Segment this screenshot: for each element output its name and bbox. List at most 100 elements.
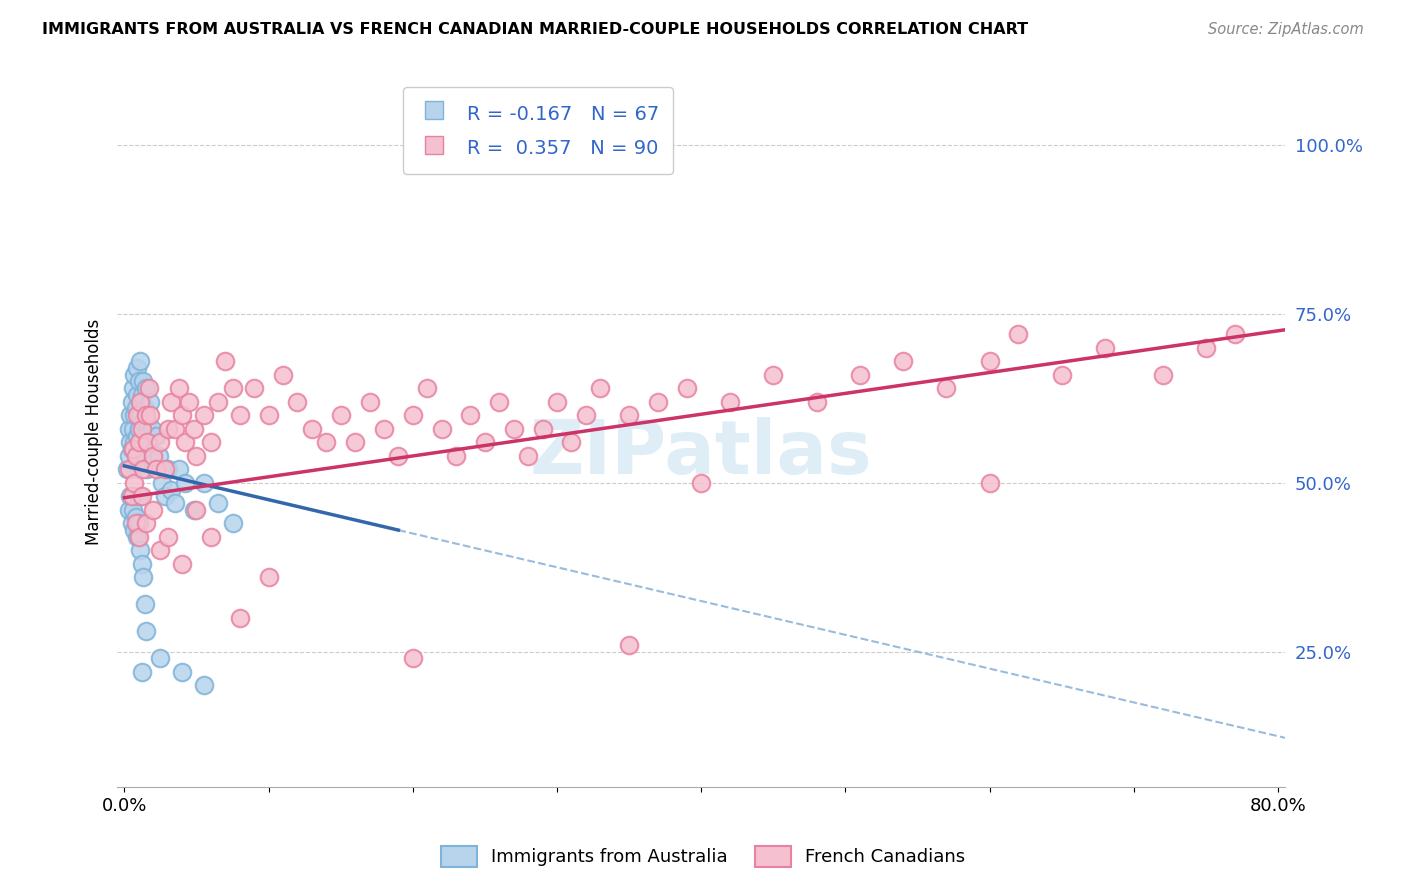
Point (186, 449, 208, 463)
Point (134, 401, 156, 416)
Point (221, 381, 243, 395)
Point (935, 381, 957, 395)
Point (444, 449, 467, 463)
Point (125, 516, 148, 531)
Point (138, 435, 160, 450)
Point (329, 409, 352, 423)
Point (128, 530, 150, 544)
Point (183, 503, 205, 517)
Point (170, 409, 193, 423)
Point (617, 638, 640, 652)
Point (647, 394, 669, 409)
Point (186, 503, 208, 517)
Point (128, 435, 150, 450)
Point (128, 516, 150, 531)
Point (121, 489, 143, 503)
Point (132, 570, 155, 584)
Point (135, 624, 157, 639)
Point (136, 415, 159, 429)
Point (125, 449, 148, 463)
Point (287, 394, 309, 409)
Point (617, 409, 640, 423)
Point (135, 516, 157, 531)
Point (546, 394, 568, 409)
Point (207, 496, 229, 510)
Point (1195, 341, 1218, 355)
Point (145, 428, 167, 442)
Point (136, 435, 159, 450)
Point (229, 409, 252, 423)
Point (373, 422, 395, 436)
Text: ZIPatlas: ZIPatlas (530, 417, 873, 490)
Point (139, 394, 162, 409)
Point (359, 394, 381, 409)
Y-axis label: Married-couple Households: Married-couple Households (86, 319, 103, 545)
Point (129, 409, 152, 423)
Point (159, 483, 181, 497)
Point (124, 523, 146, 537)
Point (200, 530, 222, 544)
Point (560, 435, 582, 450)
Point (131, 422, 153, 436)
Point (124, 409, 146, 423)
Point (122, 422, 145, 436)
Point (156, 530, 179, 544)
Point (131, 489, 153, 503)
Point (806, 394, 828, 409)
Point (135, 381, 157, 395)
Point (589, 381, 612, 395)
Point (127, 388, 149, 402)
Point (156, 462, 179, 476)
Point (271, 368, 294, 382)
Point (718, 394, 741, 409)
Point (163, 422, 186, 436)
Point (117, 462, 139, 476)
Point (193, 475, 215, 490)
Point (141, 422, 163, 436)
Point (153, 489, 176, 503)
Legend: Immigrants from Australia, French Canadians: Immigrants from Australia, French Canadi… (433, 838, 973, 874)
Point (131, 665, 153, 679)
Point (502, 422, 524, 436)
Point (131, 557, 153, 571)
Point (128, 462, 150, 476)
Point (163, 496, 186, 510)
Point (170, 665, 193, 679)
Point (122, 381, 145, 395)
Point (118, 422, 141, 436)
Point (517, 449, 540, 463)
Point (125, 401, 148, 416)
Point (131, 442, 153, 456)
Point (120, 489, 142, 503)
Point (149, 651, 172, 665)
Legend: R = -0.167   N = 67, R =  0.357   N = 90: R = -0.167 N = 67, R = 0.357 N = 90 (402, 87, 672, 174)
Point (148, 449, 170, 463)
Point (120, 409, 142, 423)
Point (344, 435, 367, 450)
Point (690, 475, 713, 490)
Point (132, 415, 155, 429)
Point (153, 462, 176, 476)
Point (315, 435, 337, 450)
Point (179, 394, 201, 409)
Point (142, 449, 165, 463)
Point (891, 354, 914, 368)
Point (134, 449, 156, 463)
Point (132, 462, 155, 476)
Point (1152, 368, 1174, 382)
Point (221, 516, 243, 531)
Point (129, 543, 152, 558)
Point (127, 530, 149, 544)
Point (387, 449, 409, 463)
Point (118, 462, 141, 476)
Point (149, 543, 172, 558)
Point (132, 375, 155, 389)
Point (150, 475, 173, 490)
Point (134, 598, 156, 612)
Point (159, 394, 181, 409)
Point (124, 368, 146, 382)
Point (167, 381, 190, 395)
Point (257, 409, 280, 423)
Text: Source: ZipAtlas.com: Source: ZipAtlas.com (1208, 22, 1364, 37)
Point (243, 381, 266, 395)
